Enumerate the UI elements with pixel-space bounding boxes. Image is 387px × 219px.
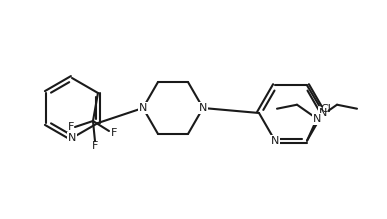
Text: F: F — [92, 141, 98, 151]
Text: F: F — [68, 122, 74, 132]
Text: N: N — [319, 108, 327, 118]
Text: Cl: Cl — [320, 104, 331, 114]
Text: N: N — [271, 136, 279, 146]
Text: N: N — [313, 114, 321, 124]
Text: N: N — [68, 133, 76, 143]
Text: N: N — [199, 103, 207, 113]
Text: N: N — [139, 103, 147, 113]
Text: F: F — [111, 128, 117, 138]
